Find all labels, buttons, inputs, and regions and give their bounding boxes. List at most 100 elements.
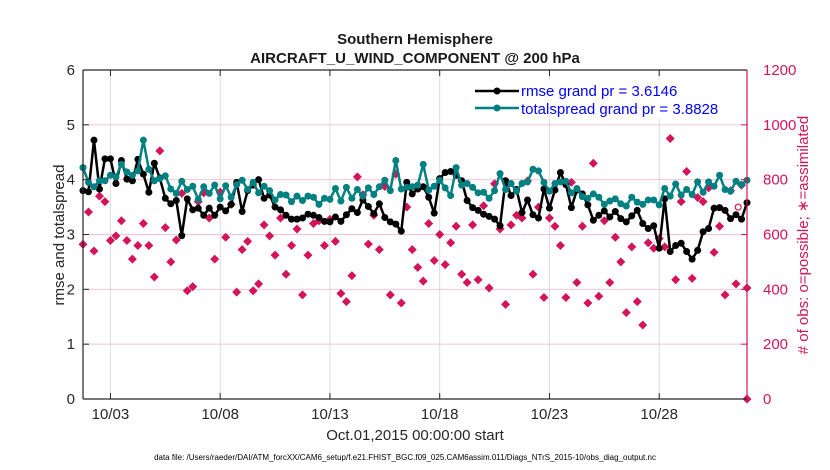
legend-rmse-label: rmse grand pr = 3.6146 <box>521 83 677 100</box>
rmse-point <box>628 212 636 220</box>
totalspread-point <box>414 181 422 189</box>
obs-assimilated-marker <box>287 240 297 250</box>
totalspread-point <box>540 178 548 186</box>
rmse-point <box>419 183 427 191</box>
y2-tick-label: 1000 <box>763 117 796 134</box>
obs-assimilated-marker <box>352 172 362 182</box>
totalspread-point <box>139 136 147 144</box>
rmse-point <box>167 200 175 208</box>
obs-assimilated-marker <box>506 220 516 230</box>
totalspread-point <box>106 171 114 179</box>
totalspread-point <box>480 188 488 196</box>
legend-rmse-marker <box>493 87 501 95</box>
obs-assimilated-marker <box>638 320 648 330</box>
rmse-point <box>441 169 449 177</box>
totalspread-point <box>584 194 592 202</box>
rmse-point <box>255 176 263 184</box>
rmse-point <box>485 212 493 220</box>
obs-assimilated-marker <box>341 297 351 307</box>
totalspread-point <box>375 183 383 191</box>
x-tick-label: 10/18 <box>421 406 459 423</box>
axes: 10/03 10/08 10/13 10/18 10/23 10/28 0 200 400 600… <box>67 62 797 423</box>
rmse-point <box>710 204 718 212</box>
rmse-point <box>655 244 663 252</box>
rmse-point <box>589 216 597 224</box>
totalspread-point <box>392 156 400 164</box>
totalspread-point <box>337 197 345 205</box>
rmse-point <box>447 167 455 175</box>
obs-assimilated-marker <box>232 287 242 297</box>
y-tick-label: 1 <box>67 336 75 353</box>
obs-assimilated-marker <box>424 219 434 229</box>
totalspread-point <box>502 186 510 194</box>
totalspread-point <box>672 180 680 188</box>
obs-assimilated-marker <box>528 269 538 279</box>
rmse-point <box>545 204 553 212</box>
totalspread-point <box>606 197 614 205</box>
obs-assimilated-marker <box>221 232 231 242</box>
obs-assimilated-marker <box>89 246 99 256</box>
totalspread-point <box>84 178 92 186</box>
totalspread-point <box>161 172 169 180</box>
obs-assimilated-marker <box>319 240 329 250</box>
totalspread-point <box>732 177 740 185</box>
totalspread-point <box>282 191 290 199</box>
obs-assimilated-marker <box>248 286 258 296</box>
totalspread-point <box>617 200 625 208</box>
rmse-point <box>211 211 219 219</box>
totalspread-point <box>194 195 202 203</box>
series-lines <box>79 136 751 263</box>
y2-tick-label: 1200 <box>763 62 796 79</box>
rmse-point <box>584 201 592 209</box>
obs-assimilated-marker <box>599 216 609 226</box>
obs-assimilated-marker <box>451 221 461 231</box>
totalspread-point <box>688 190 696 198</box>
totalspread-point <box>452 164 460 172</box>
rmse-point <box>463 197 471 205</box>
obs-assimilated-marker <box>374 245 384 255</box>
obs-assimilated-marker <box>720 290 730 300</box>
totalspread-point <box>633 198 641 206</box>
rmse-point <box>84 188 92 196</box>
totalspread-point <box>545 187 553 195</box>
y-tick-label: 0 <box>67 391 75 408</box>
rmse-point <box>606 213 614 221</box>
totalspread-point <box>117 160 125 168</box>
rmse-point <box>95 185 103 193</box>
obs-assimilated-marker <box>182 286 192 296</box>
obs-assimilated-marker <box>127 254 137 264</box>
rmse-point <box>469 204 477 212</box>
obs-assimilated-marker <box>144 240 154 250</box>
rmse-point <box>326 218 334 226</box>
obs-assimilated-marker <box>643 238 653 248</box>
obs-assimilated-marker <box>166 257 176 267</box>
y-axis-label: rmse and totalspread <box>51 165 68 306</box>
obs-assimilated-marker <box>715 221 725 231</box>
rmse-point <box>491 215 499 223</box>
totalspread-point <box>123 168 131 176</box>
obs-assimilated-marker <box>473 275 483 285</box>
rmse-point <box>194 204 202 212</box>
y2-tick-label: 0 <box>763 391 771 408</box>
rmse-point <box>611 207 619 215</box>
totalspread-point <box>167 185 175 193</box>
rmse-point <box>622 218 630 226</box>
rmse-point <box>480 210 488 218</box>
obs-assimilated-marker <box>594 291 604 301</box>
obs-assimilated-marker <box>418 276 428 286</box>
totalspread-point <box>370 190 378 198</box>
obs-assimilated-marker <box>605 277 615 287</box>
rmse-point <box>688 255 696 263</box>
rmse-point <box>705 224 713 232</box>
rmse-point <box>633 206 641 214</box>
obs-assimilated-marker <box>111 231 121 241</box>
y-tick-label: 3 <box>67 227 75 244</box>
rmse-point <box>101 155 109 163</box>
totalspread-point <box>397 185 405 193</box>
obs-assimilated-marker <box>281 269 291 279</box>
rmse-point <box>315 214 323 222</box>
obs-assimilated-marker <box>237 245 247 255</box>
legend-box <box>474 79 744 119</box>
rmse-point <box>677 239 685 247</box>
totalspread-point <box>244 186 252 194</box>
